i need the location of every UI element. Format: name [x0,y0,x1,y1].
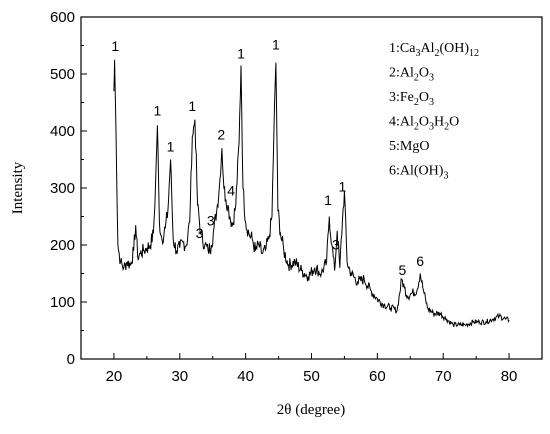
x-tick-label: 30 [171,368,188,385]
peak-label: 1 [167,139,175,155]
y-tick-label: 400 [50,123,75,140]
legend-entry: 5:MgO [389,139,429,154]
legend-entry: 3:Fe2O3 [389,90,434,108]
peak-label: 3 [332,237,340,253]
peak-label: 5 [398,262,406,278]
x-tick-label: 40 [237,368,254,385]
y-tick-label: 600 [50,9,75,26]
peak-label: 3 [207,213,215,229]
peak-label: 4 [227,182,235,198]
y-tick-labels: 0 100 200 300 400 500 600 [50,9,75,368]
peak-label: 3 [196,225,204,241]
x-tick-label: 60 [369,368,386,385]
plot-frame [80,16,543,360]
x-tick-label: 20 [106,368,123,385]
x-tick-label: 50 [303,368,320,385]
y-tick-label: 0 [67,351,75,368]
peak-label: 1 [324,192,332,208]
y-tick-label: 100 [50,294,75,311]
peak-label: 6 [416,253,424,269]
axis-ticks [80,16,543,360]
y-tick-label: 500 [50,66,75,83]
peak-label: 1 [153,103,161,119]
x-tick-label: 70 [435,368,452,385]
peak-label: 1 [272,36,280,52]
legend-entry: 2:Al2O3 [389,66,434,84]
legend: 1:Ca3Al2(OH)12 2:Al2O3 3:Fe2O3 4:Al2O3H2O 5:… [389,41,479,182]
legend-entry: 6:Al(OH)3 [389,164,448,182]
peak-label: 1 [339,178,347,194]
series-line [113,59,510,328]
y-tick-label: 200 [50,237,75,254]
x-axis-title: 2θ (degree) [277,402,345,418]
peak-label: 1 [237,46,245,62]
x-tick-label: 80 [501,368,518,385]
x-tick-labels: 20 30 40 50 60 70 80 [106,368,518,385]
peak-label: 1 [188,98,196,114]
peak-label: 2 [217,127,225,143]
y-axis-title: Intensity [10,161,26,214]
legend-entry: 1:Ca3Al2(OH)12 [389,41,479,59]
legend-entry: 4:Al2O3H2O [389,115,459,133]
peak-label: 1 [111,38,119,54]
y-tick-label: 300 [50,180,75,197]
